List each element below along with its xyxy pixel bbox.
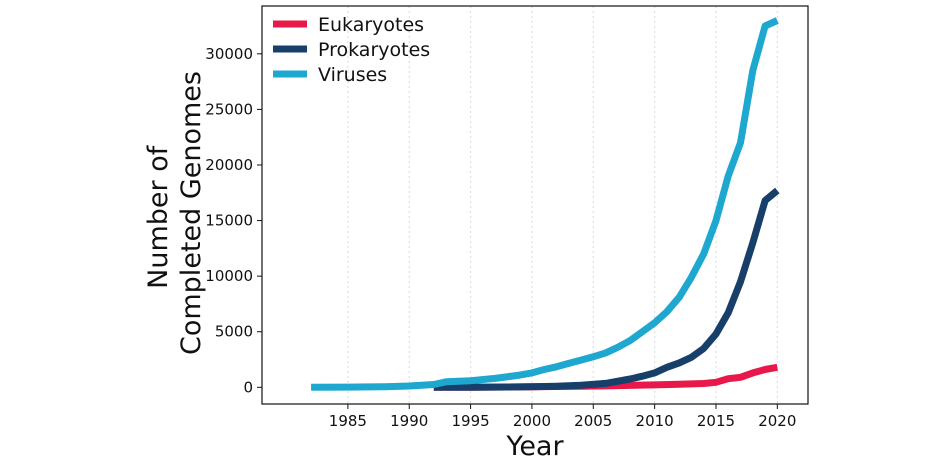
grid bbox=[347, 6, 778, 404]
x-axis-title: Year bbox=[505, 431, 564, 462]
y-axis-title-line-1: Number of bbox=[143, 144, 174, 289]
series-line-viruses bbox=[311, 17, 779, 391]
plot-frame bbox=[261, 5, 809, 405]
x-tick-label: 2005 bbox=[574, 412, 612, 430]
x-tick-label: 1985 bbox=[329, 412, 367, 430]
x-tick-label: 2015 bbox=[697, 412, 735, 430]
y-tick-label: 5000 bbox=[215, 323, 253, 341]
x-axis-ticks: 1985 1990 1995 2000 2005 2010 2015 2020 bbox=[329, 404, 796, 430]
legend-label-viruses: Viruses bbox=[318, 64, 387, 86]
y-tick-label: 25000 bbox=[205, 100, 253, 118]
x-tick-label: 2020 bbox=[758, 412, 796, 430]
series-lines bbox=[311, 17, 780, 391]
series-line-prokaryotes bbox=[433, 187, 780, 391]
y-tick-label: 0 bbox=[243, 378, 253, 396]
legend-item-viruses: Viruses bbox=[273, 64, 387, 86]
y-tick-label: 10000 bbox=[205, 267, 253, 285]
y-tick-label: 30000 bbox=[205, 45, 253, 63]
legend-item-eukaryotes: Eukaryotes bbox=[273, 14, 424, 36]
y-tick-label: 15000 bbox=[205, 212, 253, 230]
y-axis-ticks: 0 5000 10000 15000 20000 25000 30000 bbox=[205, 45, 262, 396]
legend-label-eukaryotes: Eukaryotes bbox=[318, 14, 424, 36]
x-tick-label: 2000 bbox=[513, 412, 551, 430]
legend-label-prokaryotes: Prokaryotes bbox=[318, 39, 430, 61]
y-axis-title-line-2: Completed Genomes bbox=[176, 71, 207, 355]
x-tick-label: 1995 bbox=[451, 412, 489, 430]
x-tick-label: 2010 bbox=[636, 412, 674, 430]
legend: Eukaryotes Prokaryotes Viruses bbox=[273, 14, 430, 86]
x-tick-label: 1990 bbox=[390, 412, 428, 430]
y-tick-label: 20000 bbox=[205, 156, 253, 174]
legend-item-prokaryotes: Prokaryotes bbox=[273, 39, 430, 61]
y-axis-title: Number of Completed Genomes bbox=[143, 71, 207, 355]
